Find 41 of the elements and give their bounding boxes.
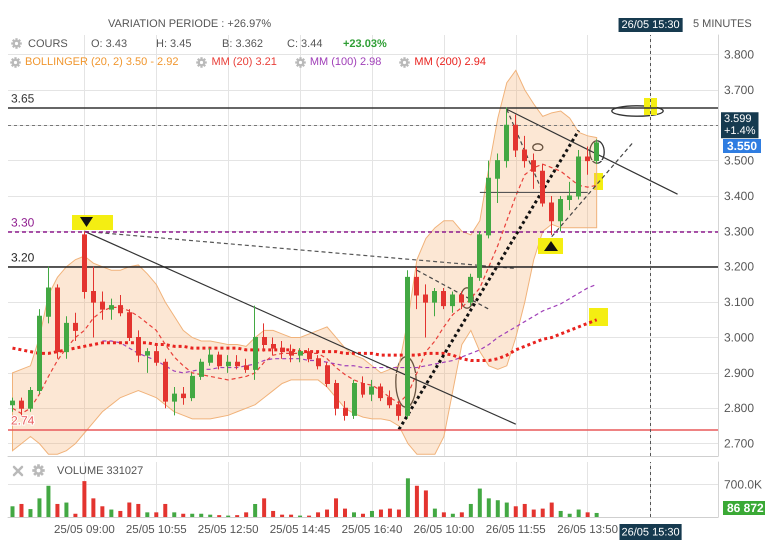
y-tick-label: 700.0K [724,477,762,492]
y-tick-label: 2.800 [724,401,754,416]
text: 3.550 [723,139,762,153]
annotation: H: 3.45 [156,37,192,51]
y-tick-label: 2.900 [724,366,754,380]
y-tick-label: 3.000 [724,330,754,344]
ref-line-label: 3.599 +1.4% [724,113,756,138]
text: 5 MINUTES [693,17,752,31]
y-tick-label: 3.100 [724,295,754,310]
annotation: COURS [28,37,68,51]
x-tick-label: 25/05 10:55 [126,524,187,536]
x-tick-label: 26/05 13:50 [557,524,618,536]
annotation: +23.03% [343,37,387,51]
annotation: O: 3.43 [91,37,128,51]
y-tick-label: 3.400 [724,188,754,203]
x-tick-label: 26/05 10:00 [413,524,474,536]
ref-line-label: 26/05 15:30 [622,19,680,31]
x-tick-label: 26/05 15:30 [622,526,680,538]
ref-line-label: 3.65 [11,92,35,106]
y-tick-label: 3.700 [724,82,754,97]
x-tick-label: 25/05 14:45 [270,524,330,536]
x-tick-label: 25/05 16:40 [342,524,402,536]
annotation: B: 3.362 [222,37,263,51]
y-tick-label: 3.300 [724,224,754,238]
text: MM (20) 3.21 [211,55,277,69]
text: MM (200) 2.94 [414,55,486,69]
ref-line-label: 3.30 [11,215,35,230]
y-tick-label: 2.700 [724,436,754,451]
y-tick-label: 3.500 [724,154,754,168]
annotation: BOLLINGER (20, 2) 3.50 - 2.92 [25,55,178,69]
text: VARIATION PERIODE : +26.97% [108,17,272,31]
text: 86 872 [723,501,765,515]
x-tick-label: 25/05 09:00 [54,524,115,536]
x-tick-label: 25/05 12:50 [198,524,259,536]
annotation: VOLUME 331027 [57,464,144,478]
y-tick-label: 3.800 [724,47,754,62]
ref-line-label: 3.20 [11,250,35,265]
x-tick-label: 26/05 11:55 [486,524,546,536]
y-tick-label: 3.200 [724,260,754,274]
text: MM (100) 2.98 [310,55,382,69]
annotation: C: 3.44 [287,37,322,51]
